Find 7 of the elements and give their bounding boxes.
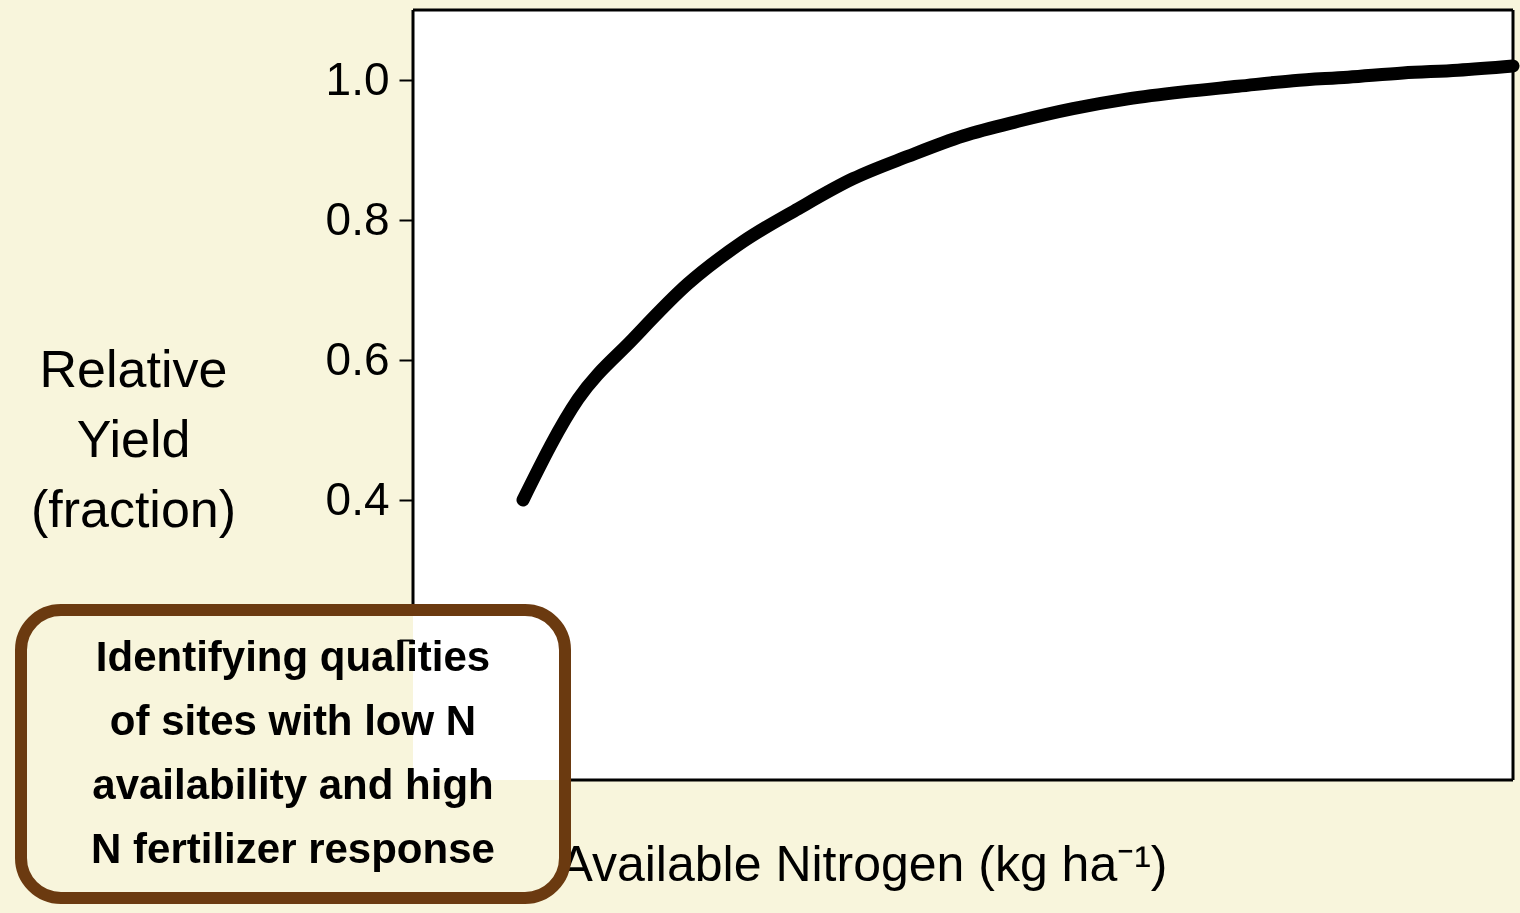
y-tick-label: 0.8: [325, 192, 390, 245]
y-tick-label: 0.4: [325, 472, 390, 525]
y-tick-label: 1.0: [325, 52, 390, 105]
y-axis-title: Relative Yield (fraction): [30, 339, 237, 538]
y-tick-label: 0.6: [325, 332, 390, 385]
x-axis-title: Available Nitrogen (kg ha⁻¹): [559, 835, 1168, 892]
annotation: Identifying qualities of sites with low N availability and high N fertilizer response: [91, 633, 495, 872]
